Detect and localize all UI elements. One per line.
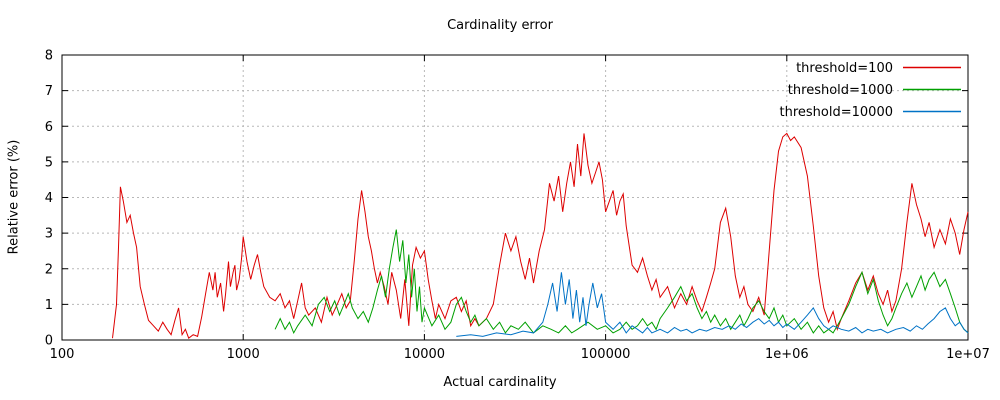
x-tick-label: 100000 — [581, 347, 631, 362]
y-tick-label: 7 — [45, 84, 53, 99]
y-tick-label: 1 — [45, 298, 53, 313]
legend-label: threshold=1000 — [788, 83, 893, 98]
y-tick-label: 2 — [45, 262, 53, 277]
series-line-threshold=100 — [112, 132, 969, 340]
series-line-threshold=10000 — [456, 272, 969, 337]
x-tick-label: 100 — [50, 347, 75, 362]
y-axis-label: Relative error (%) — [6, 139, 22, 255]
y-tick-label: 6 — [45, 120, 53, 135]
x-tick-label: 10000 — [404, 347, 445, 362]
y-tick-label: 5 — [45, 155, 53, 170]
x-axis-label: Actual cardinality — [443, 375, 557, 390]
legend-label: threshold=10000 — [780, 105, 893, 120]
chart-title: Cardinality error — [447, 18, 553, 33]
x-tick-label: 1e+06 — [765, 347, 809, 362]
x-tick-label: 1e+07 — [946, 347, 990, 362]
y-tick-label: 8 — [45, 49, 53, 64]
series-line-threshold=1000 — [274, 229, 969, 335]
y-tick-label: 3 — [45, 227, 53, 242]
x-tick-label: 1000 — [227, 347, 260, 362]
y-tick-label: 0 — [45, 334, 53, 349]
y-tick-label: 4 — [45, 191, 53, 206]
legend-label: threshold=100 — [796, 61, 893, 76]
